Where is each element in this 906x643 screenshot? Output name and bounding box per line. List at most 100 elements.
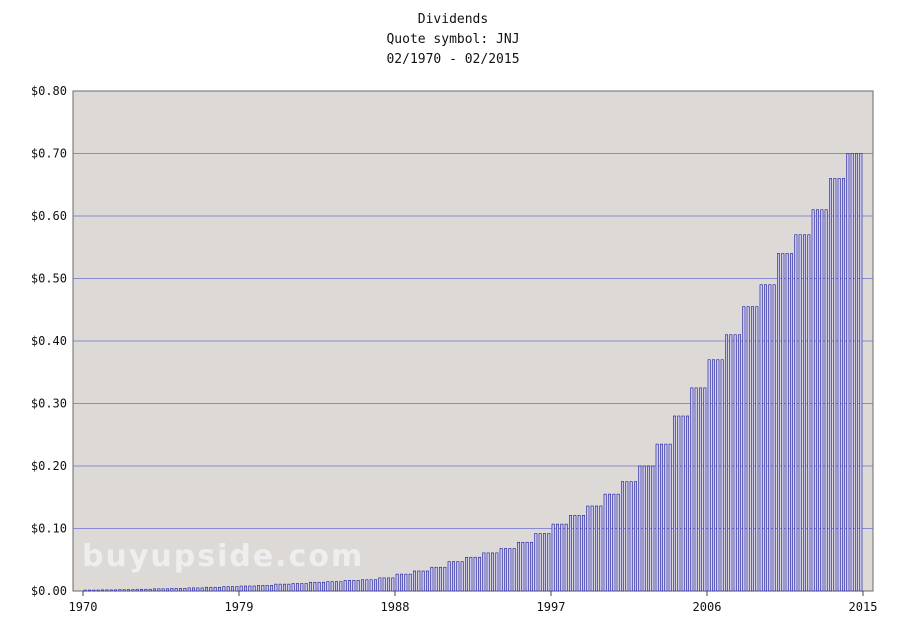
- bar: [391, 577, 395, 592]
- bar: [846, 153, 850, 592]
- bar: [712, 359, 715, 592]
- bar: [356, 580, 360, 592]
- bar: [733, 334, 737, 592]
- bar: [543, 533, 546, 592]
- bar: [135, 588, 139, 592]
- bar: [443, 566, 447, 592]
- y-tick-label: $0.40: [31, 334, 67, 348]
- bar: [586, 505, 590, 592]
- bar: [326, 581, 330, 592]
- bar: [257, 585, 260, 592]
- bar: [287, 583, 291, 592]
- bar: [460, 561, 464, 592]
- x-tick-label: 2006: [693, 600, 722, 614]
- bar: [642, 465, 646, 592]
- bar: [205, 586, 208, 592]
- bar: [330, 581, 334, 592]
- y-tick-label: $0.30: [31, 397, 67, 411]
- bar: [248, 585, 252, 592]
- bar: [599, 505, 603, 592]
- y-tick-label: $0.10: [31, 522, 67, 536]
- bar: [408, 573, 412, 592]
- bars: [83, 153, 863, 592]
- bar: [850, 153, 854, 592]
- bar: [209, 586, 213, 592]
- bar: [573, 515, 577, 592]
- bar: [239, 585, 243, 592]
- bar: [638, 465, 642, 592]
- bar: [374, 579, 377, 592]
- bar: [716, 359, 720, 592]
- x-tick-label: 1988: [381, 600, 410, 614]
- bar: [681, 415, 685, 592]
- bar: [465, 556, 468, 592]
- bar: [109, 589, 113, 592]
- y-tick-label: $0.00: [31, 584, 67, 598]
- y-tick-label: $0.50: [31, 272, 67, 286]
- bar: [170, 588, 174, 592]
- y-tick-label: $0.60: [31, 209, 67, 223]
- bar: [595, 505, 598, 592]
- bar: [703, 387, 707, 592]
- bar: [569, 515, 572, 592]
- bar: [200, 587, 204, 592]
- bar: [547, 533, 551, 592]
- bar: [751, 306, 754, 592]
- bar: [655, 443, 659, 592]
- bar: [252, 585, 256, 592]
- bar: [473, 556, 477, 592]
- bar: [222, 586, 226, 592]
- y-tick-label: $0.80: [31, 84, 67, 98]
- bar: [153, 588, 156, 592]
- bar: [387, 577, 390, 592]
- bar: [564, 523, 568, 592]
- bar: [534, 533, 538, 592]
- bar: [348, 580, 351, 592]
- bar: [313, 581, 317, 592]
- bar: [382, 577, 386, 592]
- x-axis: 1970 1979 1988 1997 2006 2015: [69, 591, 877, 614]
- bar: [231, 586, 234, 592]
- bar: [265, 585, 269, 592]
- bar: [296, 583, 299, 592]
- bar: [421, 570, 425, 592]
- bar: [174, 588, 178, 592]
- bar: [434, 566, 438, 592]
- bar: [226, 586, 230, 592]
- bar: [686, 415, 689, 592]
- bar: [725, 334, 728, 592]
- bar: [807, 234, 811, 592]
- bar: [738, 334, 741, 592]
- bar: [278, 583, 282, 592]
- bar: [582, 515, 585, 592]
- bar: [820, 209, 824, 592]
- bar: [196, 587, 200, 592]
- bar: [803, 234, 806, 592]
- bar: [538, 533, 542, 592]
- bar: [88, 589, 91, 592]
- bar: [690, 387, 694, 592]
- bar: [560, 523, 564, 592]
- bar: [525, 541, 529, 592]
- bar: [785, 253, 789, 592]
- bar: [127, 589, 130, 592]
- bar: [842, 178, 845, 592]
- bar: [335, 581, 338, 592]
- bar: [616, 493, 620, 592]
- bar: [660, 443, 663, 592]
- bar: [742, 306, 746, 592]
- bar: [855, 153, 858, 592]
- bar: [96, 589, 100, 592]
- bar: [417, 570, 421, 592]
- bar: [590, 505, 594, 592]
- bar: [833, 178, 837, 592]
- bar: [352, 580, 356, 592]
- y-axis: $0.00 $0.10 $0.20 $0.30 $0.40 $0.50 $0.60 $0.70…: [31, 84, 67, 598]
- bar: [816, 209, 819, 592]
- bar: [603, 493, 607, 592]
- bar: [634, 481, 637, 592]
- bar: [300, 583, 304, 592]
- bar: [144, 588, 148, 592]
- bar: [365, 579, 369, 592]
- bar: [157, 588, 161, 592]
